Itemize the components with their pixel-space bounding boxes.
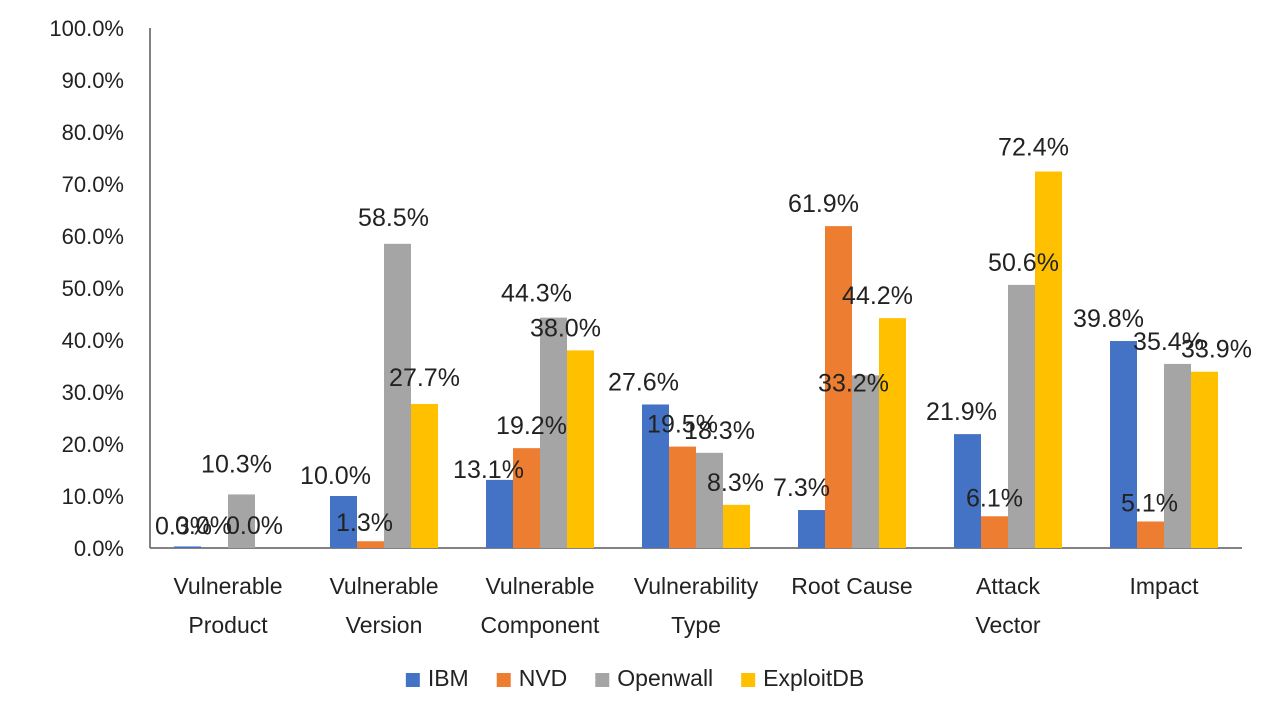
- bar-nvd: [513, 448, 540, 548]
- x-category-label-line: Product: [188, 612, 268, 638]
- x-category-label-line: Root Cause: [791, 573, 912, 599]
- bar-ibm: [486, 479, 513, 548]
- x-category-label: Impact: [1129, 573, 1199, 599]
- bar-ibm: [1110, 341, 1137, 548]
- y-tick-label: 100.0%: [49, 16, 124, 41]
- data-label-openwall: 18.3%: [684, 417, 755, 445]
- bar-openwall: [540, 317, 567, 548]
- x-category-label-line: Vulnerable: [329, 573, 438, 599]
- data-label-ibm: 39.8%: [1073, 305, 1144, 333]
- legend-label-exploitdb: ExploitDB: [763, 665, 864, 691]
- data-label-nvd: 5.1%: [1121, 489, 1178, 517]
- x-category-label: Vulnerable Version: [329, 573, 438, 638]
- data-label-nvd: 61.9%: [788, 190, 859, 218]
- bar-exploitdb: [723, 504, 750, 548]
- data-label-exploitdb: 0.0%: [226, 512, 283, 540]
- bar-exploitdb: [1035, 171, 1062, 548]
- x-category-label-line: Vulnerable: [485, 573, 594, 599]
- legend-label-openwall: Openwall: [617, 665, 713, 691]
- data-label-exploitdb: 38.0%: [530, 314, 601, 342]
- y-tick-label: 90.0%: [62, 68, 124, 93]
- legend-swatch-exploitdb: [741, 673, 756, 687]
- data-label-exploitdb: 44.2%: [842, 282, 913, 310]
- bar-nvd: [357, 541, 384, 548]
- y-tick-label: 50.0%: [62, 276, 124, 301]
- bar-openwall: [228, 494, 255, 548]
- x-category-label-line: Component: [481, 612, 601, 638]
- bar-exploitdb: [879, 318, 906, 548]
- data-label-openwall: 10.3%: [201, 450, 272, 478]
- legend: IBM NVD Openwall ExploitDB: [405, 665, 864, 691]
- x-category-label-line: Vulnerable: [173, 573, 282, 599]
- data-label-openwall: 35.4%: [1133, 328, 1204, 356]
- bar-ibm: [798, 510, 825, 548]
- data-label-nvd: 6.1%: [966, 484, 1023, 512]
- data-label-ibm: 13.1%: [453, 456, 524, 484]
- bar-nvd: [669, 446, 696, 548]
- bar-openwall: [1008, 284, 1035, 548]
- bar-ibm: [330, 496, 357, 548]
- data-label-exploitdb: 72.4%: [998, 134, 1069, 162]
- x-category-label: Vulnerable Component: [481, 573, 601, 638]
- y-tick-label: 10.0%: [62, 484, 124, 509]
- y-tick-label: 30.0%: [62, 380, 124, 405]
- y-tick-label: 70.0%: [62, 172, 124, 197]
- data-label-exploitdb: 33.9%: [1181, 336, 1252, 364]
- bar-nvd: [1137, 521, 1164, 548]
- x-category-label-line: Impact: [1129, 573, 1199, 599]
- bar-exploitdb: [411, 403, 438, 548]
- y-tick-label: 20.0%: [62, 432, 124, 457]
- legend-swatch-ibm: [405, 673, 420, 687]
- legend-label-ibm: IBM: [428, 665, 469, 691]
- bar-nvd: [825, 226, 852, 548]
- y-tick-label: 80.0%: [62, 120, 124, 145]
- bar-exploitdb: [567, 350, 594, 548]
- data-label-ibm: 21.9%: [926, 398, 997, 426]
- x-category-label-line: Attack: [976, 573, 1040, 599]
- data-label-nvd: 19.2%: [496, 412, 567, 440]
- x-category-label: Vulnerable Product: [173, 573, 282, 638]
- x-category-label-line: Type: [671, 612, 721, 638]
- data-label-ibm: 10.0%: [300, 462, 371, 490]
- data-label-openwall: 33.2%: [818, 369, 889, 397]
- bar-openwall: [696, 452, 723, 548]
- axes-layer: 0.0% 10.0% 20.0% 30.0% 40.0% 50.0% 60.0% 70.0% 8…: [49, 16, 1242, 638]
- bar-openwall: [384, 243, 411, 549]
- data-label-ibm: 7.3%: [773, 474, 830, 502]
- x-category-label-line: Vulnerability: [634, 573, 759, 599]
- data-label-exploitdb: 8.3%: [707, 469, 764, 497]
- x-category-label-line: Vector: [975, 612, 1041, 638]
- data-label-nvd: 19.5%: [647, 411, 718, 439]
- x-category-label-line: Version: [346, 612, 423, 638]
- data-label-openwall: 58.5%: [358, 204, 429, 232]
- y-tick-label: 40.0%: [62, 328, 124, 353]
- x-category-label: Attack Vector: [975, 573, 1041, 638]
- data-label-nvd: 1.3%: [336, 509, 393, 537]
- bar-ibm: [954, 434, 981, 548]
- data-label-openwall: 44.3%: [501, 280, 572, 308]
- bar-nvd: [981, 516, 1008, 548]
- bar-ibm: [174, 546, 201, 548]
- data-label-ibm: 0.3%: [155, 512, 212, 540]
- y-tick-label: 60.0%: [62, 224, 124, 249]
- bars-layer: [174, 171, 1218, 549]
- data-label-nvd: 0.0%: [175, 512, 232, 540]
- bar-ibm: [642, 404, 669, 548]
- legend-label-nvd: NVD: [519, 665, 568, 691]
- data-label-ibm: 27.6%: [608, 368, 679, 396]
- x-category-label: Root Cause: [791, 573, 912, 599]
- y-tick-label: 0.0%: [74, 536, 124, 561]
- legend-swatch-openwall: [595, 673, 610, 687]
- data-labels-layer: 0.3% 10.0% 13.1% 27.6% 7.3% 21.9% 39.8% 0.0% 1.3…: [155, 134, 1252, 541]
- bar-exploitdb: [1191, 371, 1218, 548]
- data-label-exploitdb: 27.7%: [389, 364, 460, 392]
- legend-swatch-nvd: [496, 673, 511, 687]
- x-category-label: Vulnerability Type: [634, 573, 759, 638]
- data-label-openwall: 50.6%: [988, 249, 1059, 277]
- bar-openwall: [852, 375, 879, 548]
- bar-openwall: [1164, 363, 1191, 548]
